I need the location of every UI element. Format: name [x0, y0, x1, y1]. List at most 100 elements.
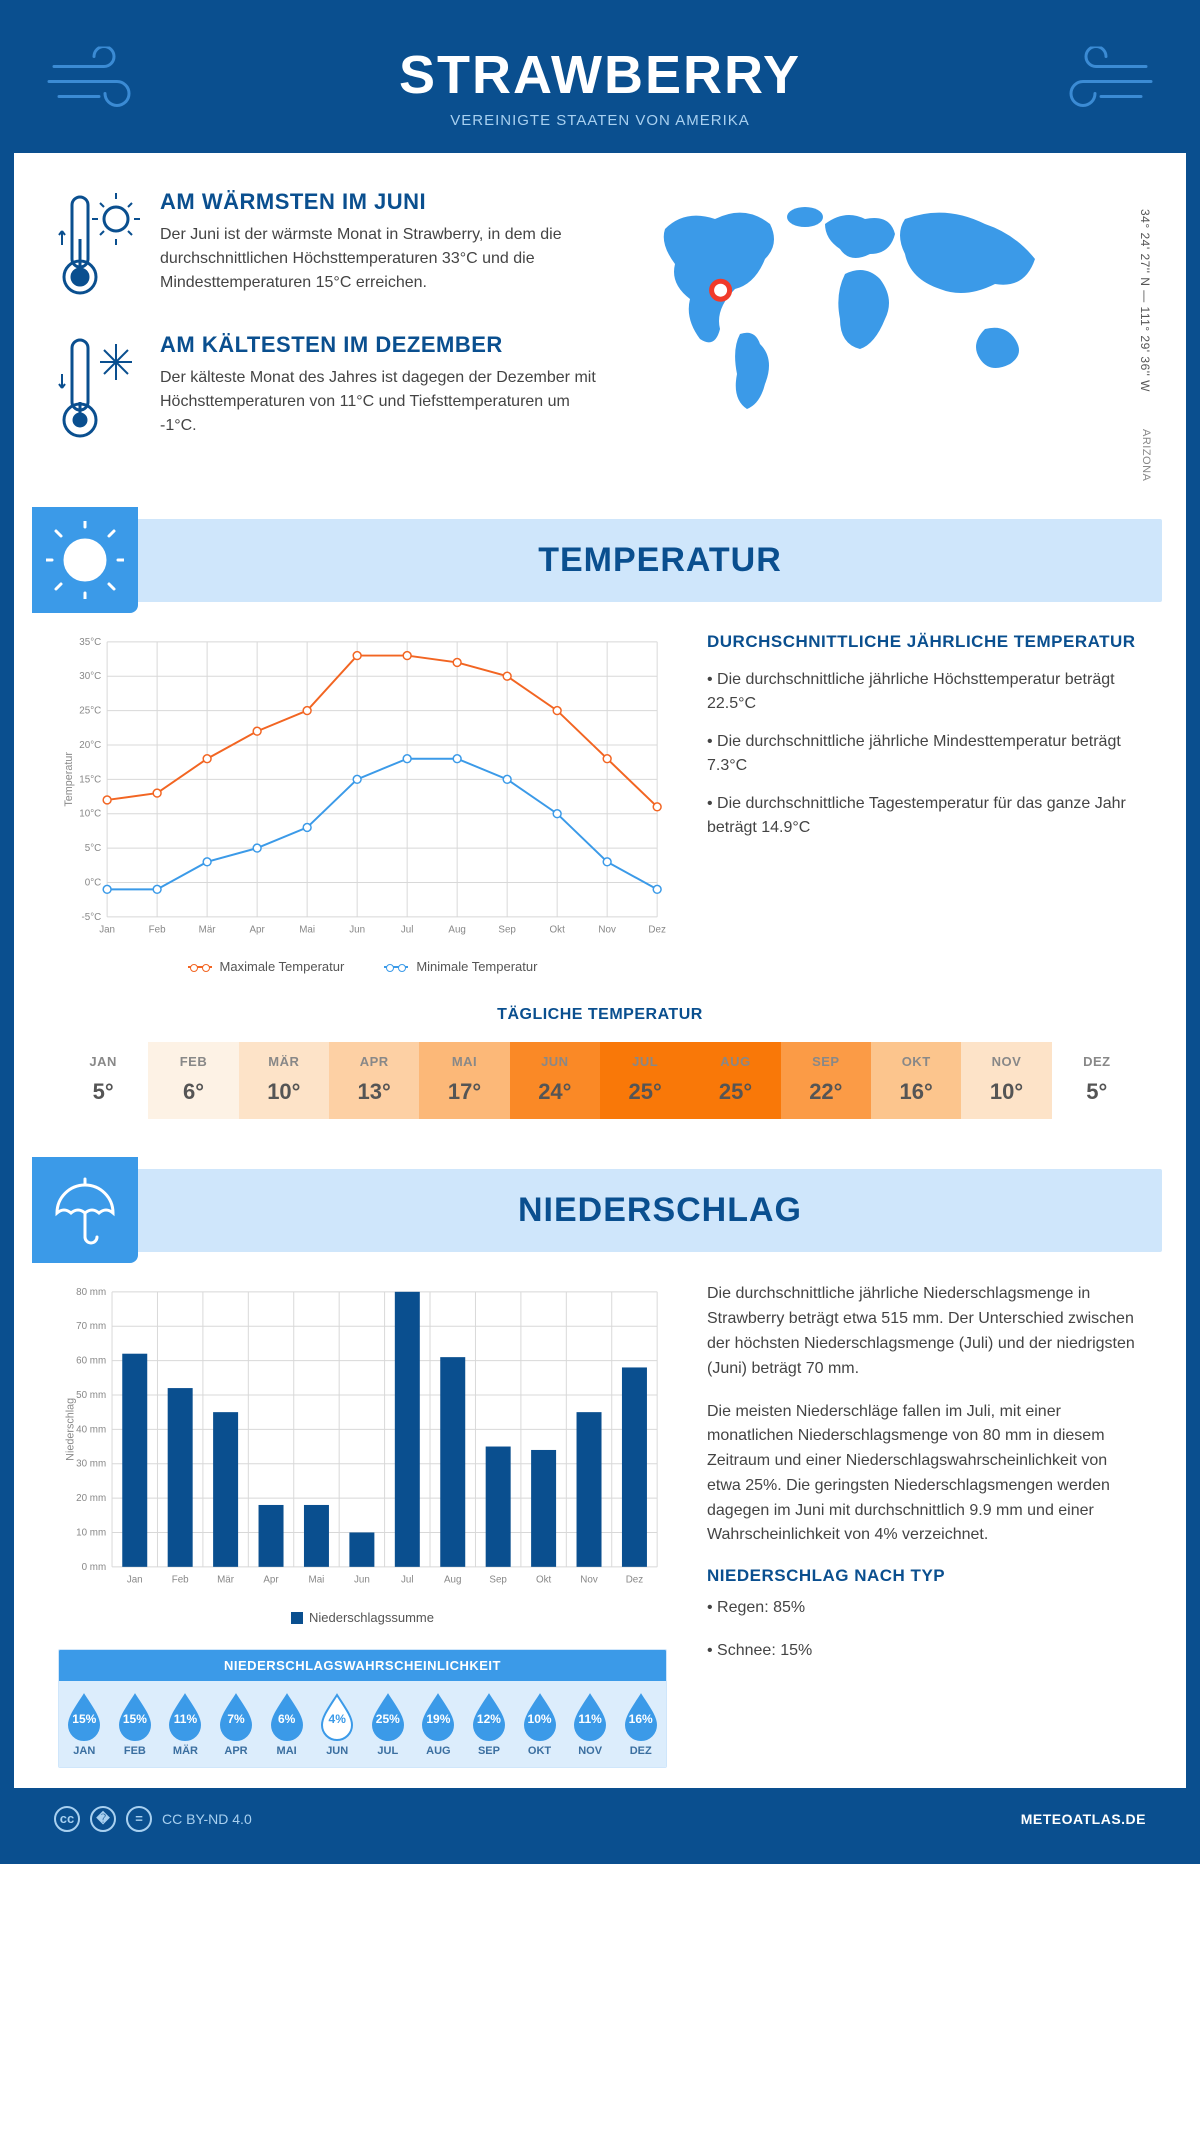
- by-icon: �: [90, 1806, 116, 1832]
- svg-text:Nov: Nov: [598, 925, 616, 936]
- probability-cell: 12%SEP: [464, 1681, 515, 1767]
- svg-text:0°C: 0°C: [85, 877, 101, 888]
- svg-text:70 mm: 70 mm: [76, 1321, 106, 1332]
- thermometer-sun-icon: [58, 189, 142, 304]
- bar-legend: Niederschlagssumme: [58, 1610, 667, 1625]
- precip-type-bullets: • Regen: 85%• Schnee: 15%: [707, 1596, 1142, 1664]
- svg-text:40 mm: 40 mm: [76, 1425, 106, 1436]
- svg-text:Okt: Okt: [550, 925, 566, 936]
- probability-box: NIEDERSCHLAGSWAHRSCHEINLICHKEIT 15%JAN15…: [58, 1649, 667, 1768]
- precip-type-title: NIEDERSCHLAG NACH TYP: [707, 1566, 1142, 1586]
- svg-text:Dez: Dez: [648, 925, 666, 936]
- svg-text:Jan: Jan: [99, 925, 115, 936]
- fact-warmest: AM WÄRMSTEN IM JUNI Der Juni ist der wär…: [58, 189, 605, 304]
- svg-text:Feb: Feb: [172, 1575, 189, 1586]
- svg-text:5°C: 5°C: [85, 843, 101, 854]
- precip-row: 0 mm 10 mm 20 mm 30 mm 40 mm 50 mm 60 mm 70 mm 8…: [14, 1282, 1186, 1787]
- intro-section: AM WÄRMSTEN IM JUNI Der Juni ist der wär…: [14, 153, 1186, 499]
- thermometer-snow-icon: [58, 332, 142, 447]
- page-subtitle: VEREINIGTE STAATEN VON AMERIKA: [54, 112, 1146, 129]
- svg-text:10 mm: 10 mm: [76, 1528, 106, 1539]
- legend-max: Maximale Temperatur: [220, 959, 345, 974]
- svg-text:Mai: Mai: [299, 925, 315, 936]
- svg-text:Mai: Mai: [309, 1575, 325, 1586]
- probability-cell: 15%JAN: [59, 1681, 110, 1767]
- brand-label: METEOATLAS.DE: [1021, 1811, 1146, 1827]
- probability-title: NIEDERSCHLAGSWAHRSCHEINLICHKEIT: [59, 1650, 666, 1681]
- nd-icon: =: [126, 1806, 152, 1832]
- license: cc � = CC BY-ND 4.0: [54, 1806, 252, 1832]
- daily-cell: AUG25°: [690, 1042, 780, 1119]
- daily-cell: JAN5°: [58, 1042, 148, 1119]
- fact-cold-title: AM KÄLTESTEN IM DEZEMBER: [160, 332, 605, 358]
- daily-title: TÄGLICHE TEMPERATUR: [58, 1006, 1142, 1024]
- page: STRAWBERRY VEREINIGTE STAATEN VON AMERIK…: [0, 0, 1200, 1864]
- probability-cell: 25%JUL: [362, 1681, 413, 1767]
- precip-chart: 0 mm 10 mm 20 mm 30 mm 40 mm 50 mm 60 mm 70 mm 8…: [58, 1282, 667, 1596]
- legend-min: Minimale Temperatur: [416, 959, 537, 974]
- probability-cell: 7%APR: [211, 1681, 262, 1767]
- daily-cell: OKT16°: [871, 1042, 961, 1119]
- daily-cell: NOV10°: [961, 1042, 1051, 1119]
- fact-warm-title: AM WÄRMSTEN IM JUNI: [160, 189, 605, 215]
- header: STRAWBERRY VEREINIGTE STAATEN VON AMERIK…: [14, 14, 1186, 153]
- svg-text:Temperatur: Temperatur: [63, 752, 75, 807]
- daily-cell: DEZ5°: [1052, 1042, 1142, 1119]
- page-title: STRAWBERRY: [54, 44, 1146, 106]
- svg-text:-5°C: -5°C: [81, 912, 101, 923]
- svg-text:Mär: Mär: [199, 925, 217, 936]
- section-banner-precip: NIEDERSCHLAG: [38, 1169, 1162, 1252]
- svg-text:Jul: Jul: [401, 1575, 414, 1586]
- svg-text:0 mm: 0 mm: [82, 1562, 107, 1573]
- fact-coldest: AM KÄLTESTEN IM DEZEMBER Der kälteste Mo…: [58, 332, 605, 447]
- region-label: ARIZONA: [1140, 429, 1152, 481]
- probability-cell: 4%JUN: [312, 1681, 363, 1767]
- svg-text:35°C: 35°C: [79, 637, 101, 648]
- svg-text:60 mm: 60 mm: [76, 1356, 106, 1367]
- cc-icon: cc: [54, 1806, 80, 1832]
- svg-text:Mär: Mär: [217, 1575, 235, 1586]
- probability-cell: 11%NOV: [565, 1681, 616, 1767]
- svg-text:Feb: Feb: [149, 925, 166, 936]
- temp-summary-bullets: • Die durchschnittliche jährliche Höchst…: [707, 668, 1142, 840]
- svg-text:Aug: Aug: [444, 1575, 461, 1586]
- daily-cell: MÄR10°: [239, 1042, 329, 1119]
- svg-text:Niederschlag: Niederschlag: [65, 1398, 77, 1461]
- temperature-row: -5°C0°C5°C10°C15°C20°C25°C30°C35°CJanFeb…: [14, 632, 1186, 994]
- svg-text:30°C: 30°C: [79, 671, 101, 682]
- svg-text:50 mm: 50 mm: [76, 1390, 106, 1401]
- svg-text:Aug: Aug: [448, 925, 465, 936]
- section-title: NIEDERSCHLAG: [158, 1191, 1162, 1230]
- daily-cell: FEB6°: [148, 1042, 238, 1119]
- svg-text:20 mm: 20 mm: [76, 1493, 106, 1504]
- daily-cell: JUN24°: [510, 1042, 600, 1119]
- svg-text:Okt: Okt: [536, 1575, 552, 1586]
- svg-text:Jun: Jun: [349, 925, 365, 936]
- svg-text:Dez: Dez: [626, 1575, 644, 1586]
- svg-text:25°C: 25°C: [79, 706, 101, 717]
- sun-icon: [32, 507, 138, 613]
- precip-p1: Die durchschnittliche jährliche Niedersc…: [707, 1282, 1142, 1381]
- umbrella-icon: [32, 1157, 138, 1263]
- svg-text:Sep: Sep: [498, 925, 516, 936]
- location-marker: [711, 281, 729, 299]
- license-label: CC BY-ND 4.0: [162, 1811, 252, 1827]
- svg-text:10°C: 10°C: [79, 809, 101, 820]
- probability-cell: 19%AUG: [413, 1681, 464, 1767]
- probability-cell: 15%FEB: [110, 1681, 161, 1767]
- temp-summary-title: DURCHSCHNITTLICHE JÄHRLICHE TEMPERATUR: [707, 632, 1142, 652]
- svg-text:20°C: 20°C: [79, 740, 101, 751]
- daily-cell: MAI17°: [419, 1042, 509, 1119]
- daily-temperature: TÄGLICHE TEMPERATUR JAN5°FEB6°MÄR10°APR1…: [14, 994, 1186, 1149]
- daily-cell: APR13°: [329, 1042, 419, 1119]
- svg-text:80 mm: 80 mm: [76, 1287, 106, 1298]
- svg-text:Jun: Jun: [354, 1575, 370, 1586]
- wind-icon: [44, 46, 154, 121]
- world-map: [645, 189, 1065, 419]
- precip-p2: Die meisten Niederschläge fallen im Juli…: [707, 1400, 1142, 1549]
- svg-text:Jul: Jul: [401, 925, 414, 936]
- svg-text:Nov: Nov: [580, 1575, 598, 1586]
- fact-cold-text: Der kälteste Monat des Jahres ist dagege…: [160, 366, 605, 438]
- svg-text:30 mm: 30 mm: [76, 1459, 106, 1470]
- wind-icon: [1046, 46, 1156, 121]
